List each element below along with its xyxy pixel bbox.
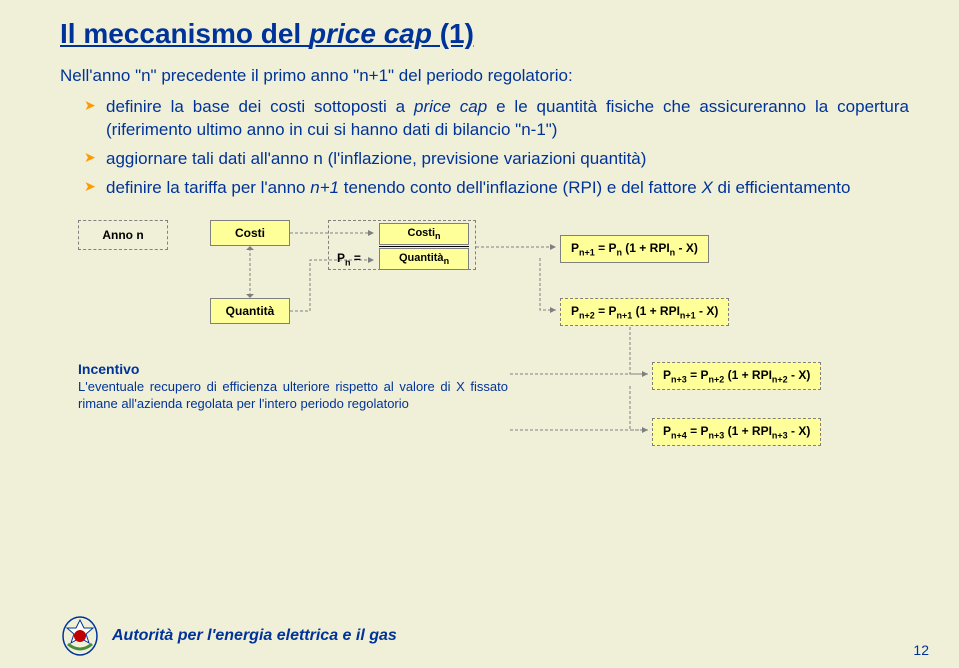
emblem-icon (60, 614, 100, 658)
footer-text: Autorità per l'energia elettrica e il ga… (112, 627, 397, 645)
formula-1: Pn+1 = Pn (1 + RPIn - X) (560, 235, 709, 263)
box-costi: Costi (210, 220, 290, 246)
box-quantita: Quantità (210, 298, 290, 324)
frac-numerator: Costin (379, 223, 469, 245)
incentivo-title: Incentivo (78, 360, 508, 378)
title-italic: price cap (309, 18, 432, 49)
formula-4: Pn+4 = Pn+3 (1 + RPIn+3 - X) (652, 418, 821, 446)
frac-denominator: Quantitàn (379, 248, 469, 270)
footer: Autorità per l'energia elettrica e il ga… (60, 614, 929, 658)
subtitle: Nell'anno "n" precedente il primo anno "… (60, 66, 909, 86)
bullet-1: definire la base dei costi sottoposti a … (84, 96, 909, 142)
page-number: 12 (913, 642, 929, 658)
bullet-3: definire la tariffa per l'anno n+1 tenen… (84, 177, 909, 200)
box-anno-n: Anno n (78, 220, 168, 250)
slide-title: Il meccanismo del price cap (1) (60, 18, 909, 50)
fraction-group: Pn = Costin Quantitàn (328, 220, 476, 270)
formula-2: Pn+2 = Pn+1 (1 + RPIn+1 - X) (560, 298, 729, 326)
formula-3: Pn+3 = Pn+2 (1 + RPIn+2 - X) (652, 362, 821, 390)
incentivo-body: L'eventuale recupero di efficienza ulter… (78, 379, 508, 413)
title-suffix: (1) (432, 18, 474, 49)
bullet-list: definire la base dei costi sottoposti a … (60, 96, 909, 200)
bullet-2: aggiornare tali dati all'anno n (l'infla… (84, 148, 909, 171)
incentivo-block: Incentivo L'eventuale recupero di effici… (78, 360, 508, 413)
diagram: Anno n Costi Quantità Pn = Costin Quanti… (70, 220, 910, 480)
title-prefix: Il meccanismo del (60, 18, 309, 49)
pn-label: Pn = (337, 251, 361, 267)
